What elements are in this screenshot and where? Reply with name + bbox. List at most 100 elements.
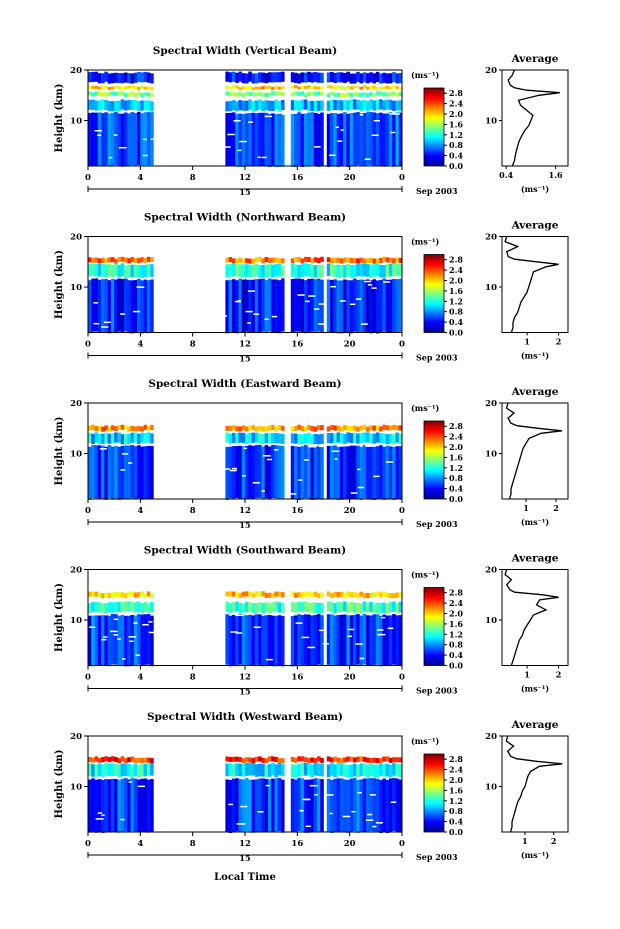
heatmap-cell	[143, 432, 148, 443]
heatmap-cell	[253, 626, 261, 628]
average-frame	[501, 236, 569, 333]
heatmap-cell	[277, 424, 282, 431]
heatmap-cell	[129, 640, 134, 643]
chart-panel: Spectral Width (Northward Beam)1020Heigh…	[54, 212, 569, 364]
heatmap-cell	[372, 446, 377, 500]
colorbar-tick-label: 0.8	[449, 640, 463, 650]
heatmap-cell	[379, 264, 383, 278]
heatmap-cell	[382, 256, 386, 262]
heatmap-cell	[228, 257, 233, 263]
colorbar-tick-label: 0.0	[449, 661, 463, 671]
heatmap-cell	[343, 446, 347, 500]
heatmap-cell	[150, 101, 154, 112]
heatmap-cell	[88, 263, 92, 277]
heatmap-cell	[235, 300, 241, 303]
heatmap-cell	[130, 425, 135, 431]
heatmap-cell	[336, 85, 341, 89]
heatmap-cell	[320, 757, 324, 764]
x-tick-label: 4	[137, 340, 143, 350]
average-title: Average	[511, 53, 559, 65]
heatmap-cell	[107, 86, 112, 90]
x-tick-label: 16	[291, 839, 303, 849]
heatmap-cell	[110, 602, 115, 613]
average-xlabel: (ms⁻¹)	[521, 184, 549, 194]
heatmap-cell	[225, 432, 229, 443]
heatmap-cell	[225, 264, 229, 278]
avg-x-tick-label: 0.4	[499, 170, 513, 180]
heatmap-cell	[91, 92, 95, 97]
heatmap-cell	[104, 71, 108, 82]
heatmap-cell	[297, 264, 301, 278]
colorbar-tick-label: 0.4	[449, 151, 463, 161]
heatmap-cell	[122, 658, 126, 660]
heatmap-cell	[385, 425, 390, 431]
heatmap-cell	[274, 764, 279, 778]
heatmap-cell	[88, 99, 92, 110]
heatmap-cell	[97, 615, 102, 666]
heatmap-cell	[248, 602, 252, 613]
heatmap-cell	[245, 763, 249, 776]
heatmap-cell	[303, 256, 308, 262]
heatmap-cell	[231, 614, 236, 666]
heatmap-cell	[225, 763, 229, 777]
heatmap-cell	[245, 602, 249, 613]
avg-x-tick-label: 1	[523, 503, 529, 513]
heatmap-cell	[143, 446, 148, 500]
heatmap-cell	[300, 778, 305, 832]
heatmap-cell	[146, 432, 151, 443]
heatmap-cell	[330, 113, 334, 167]
heatmap-cell	[103, 321, 111, 324]
heatmap-cell	[110, 433, 115, 444]
heatmap-cell	[349, 303, 356, 306]
shared-xlabel: Local Time	[214, 872, 276, 883]
heatmap-cell	[128, 462, 133, 464]
heatmap-cell	[137, 91, 141, 96]
heatmap-cell	[97, 812, 103, 814]
heatmap-cell	[375, 446, 380, 500]
heatmap-cell	[307, 257, 311, 263]
heatmap-cell	[362, 756, 367, 762]
heatmap-cell	[356, 85, 360, 89]
heatmap-cell	[307, 779, 311, 833]
heatmap-cell	[117, 113, 122, 167]
heatmap-cell	[379, 73, 383, 84]
heatmap-cell	[318, 323, 325, 325]
heatmap-cell	[251, 779, 256, 833]
heatmap-cell	[336, 72, 341, 83]
avg-x-tick-label: 1	[522, 836, 528, 846]
y-tick-label: 10	[70, 450, 82, 460]
heatmap-cell	[303, 757, 308, 763]
avg-y-tick-label: 20	[485, 566, 497, 576]
heatmap-cell	[385, 779, 390, 833]
heatmap-cell	[140, 100, 144, 111]
heatmap-cell	[238, 87, 243, 91]
heatmap-cell	[235, 601, 239, 612]
heatmap-cell	[114, 763, 118, 777]
heatmap-cell	[114, 778, 118, 832]
heatmap-cell	[398, 601, 403, 612]
heatmap-cell	[251, 258, 256, 264]
heatmap-cell	[140, 265, 144, 278]
heatmap-cell	[366, 93, 370, 98]
heatmap-cell	[310, 258, 314, 264]
heatmap-cell	[280, 602, 285, 613]
heatmap-cell	[349, 280, 354, 334]
heatmap-cell	[336, 592, 341, 598]
heatmap-cell	[261, 92, 265, 97]
heatmap-cell	[300, 72, 305, 83]
heatmap-cell	[97, 91, 102, 96]
heatmap-cell	[235, 258, 239, 264]
y-tick-label: 10	[70, 117, 82, 127]
heatmap-cell	[326, 764, 331, 778]
heatmap-cell	[241, 100, 246, 111]
heatmap-cell	[303, 113, 308, 167]
heatmap-cell	[146, 72, 151, 83]
heatmap-cell	[107, 602, 112, 613]
heatmap-cell	[271, 433, 275, 444]
heatmap-cell	[310, 764, 314, 778]
heatmap-cell	[382, 92, 386, 97]
heatmap-cell	[123, 758, 128, 764]
avg-y-tick-label: 10	[485, 783, 497, 793]
heatmap-cell	[313, 602, 318, 613]
heatmap-cell	[385, 86, 390, 90]
